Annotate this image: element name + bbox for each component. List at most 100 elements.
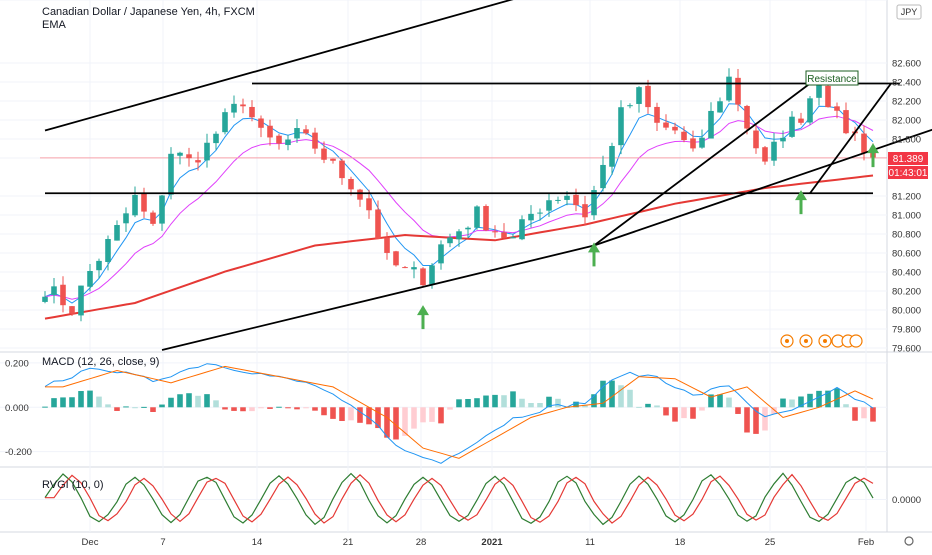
candle[interactable] [537,208,543,221]
candle[interactable] [123,207,129,232]
candle[interactable] [186,147,192,167]
event-icon[interactable] [849,334,863,348]
trendline-5[interactable] [593,82,811,247]
candle[interactable] [78,285,84,322]
candle[interactable] [519,215,525,241]
trendline-layer[interactable] [44,0,932,351]
candle[interactable] [717,97,723,113]
resistance-label[interactable]: Resistance [805,70,859,86]
candle[interactable] [105,235,111,271]
candle[interactable] [618,100,624,155]
candle[interactable] [276,133,282,150]
candle[interactable] [141,187,147,218]
candle[interactable] [735,68,741,112]
candle[interactable] [789,111,795,138]
candle[interactable] [609,142,615,176]
candle[interactable] [321,141,327,164]
candle[interactable] [150,210,156,226]
candle[interactable] [456,229,462,247]
candle[interactable] [366,189,372,219]
candle[interactable] [510,234,516,239]
candle[interactable] [69,306,75,316]
candle[interactable] [312,127,318,154]
candle[interactable] [843,102,849,135]
candle[interactable] [501,223,507,239]
candle[interactable] [546,192,552,217]
candle[interactable] [591,185,597,220]
candle[interactable] [339,158,345,185]
trendline-2[interactable] [593,125,932,247]
candle[interactable] [393,250,399,267]
candle[interactable] [357,188,363,207]
candle[interactable] [375,200,381,240]
candle[interactable] [690,130,696,152]
candle[interactable] [834,102,840,119]
candle[interactable] [636,86,642,113]
candle[interactable] [798,112,804,125]
candle[interactable] [555,196,561,204]
candle[interactable] [654,102,660,131]
candle[interactable] [258,115,264,138]
candle[interactable] [249,100,255,122]
candle[interactable] [267,119,273,146]
candle[interactable] [51,278,57,304]
candle[interactable] [483,204,489,232]
candle[interactable] [780,130,786,148]
candle-layer[interactable] [42,68,876,322]
candle[interactable] [807,95,813,125]
settings-icon[interactable] [904,536,914,546]
macd-layer[interactable]: 0.200 0.000 -0.200 [0,358,887,464]
candle[interactable] [384,232,390,260]
candle[interactable] [438,240,444,270]
rvgi-line[interactable] [44,472,874,526]
candle[interactable] [285,134,291,151]
candle[interactable] [294,119,300,143]
candle[interactable] [681,126,687,143]
candle[interactable] [213,131,219,150]
candle[interactable] [861,125,867,161]
ema-slow-line[interactable] [44,174,874,320]
candle[interactable] [771,132,777,166]
event-icons[interactable] [780,334,863,348]
candle[interactable] [303,125,309,135]
candle[interactable] [420,267,426,288]
candle[interactable] [60,276,66,313]
candle[interactable] [645,79,651,114]
candle[interactable] [159,194,165,231]
candle[interactable] [231,95,237,118]
ema-fast-line[interactable] [44,103,874,304]
candle[interactable] [627,103,633,109]
macd-signal-line[interactable] [45,365,874,459]
candle[interactable] [672,122,678,135]
candle[interactable] [87,264,93,292]
candle[interactable] [330,158,336,164]
candle[interactable] [195,151,201,171]
candle[interactable] [726,68,732,103]
candle[interactable] [42,291,48,304]
candle[interactable] [96,258,102,279]
candle[interactable] [465,226,471,239]
candle[interactable] [753,122,759,154]
candle[interactable] [204,133,210,168]
candle[interactable] [177,151,183,165]
candle[interactable] [762,146,768,165]
candle[interactable] [573,188,579,212]
candle[interactable] [600,155,606,192]
trendline-0[interactable] [44,0,585,132]
candle[interactable] [699,129,705,149]
candle[interactable] [663,114,669,131]
candle[interactable] [402,266,408,269]
candle[interactable] [222,108,228,135]
rvgi-signal-line[interactable] [45,473,874,524]
candle[interactable] [132,186,138,218]
macd-line[interactable] [44,363,874,464]
candle[interactable] [528,205,534,228]
candle[interactable] [168,147,174,200]
currency-badge[interactable]: JPY [896,4,922,20]
candle[interactable] [708,102,714,139]
rvgi-layer[interactable]: 0.0000 [0,472,921,526]
candle[interactable] [447,233,453,248]
trendline-1[interactable] [161,244,595,351]
candle[interactable] [240,98,246,114]
candle[interactable] [474,205,480,230]
